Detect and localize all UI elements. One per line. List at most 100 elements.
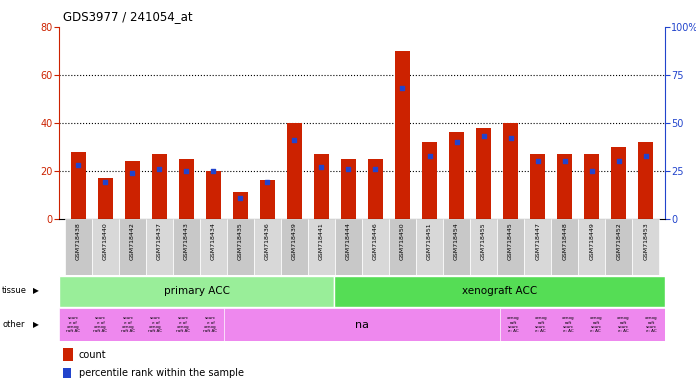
Bar — [476, 127, 491, 219]
Text: GSM718444: GSM718444 — [346, 222, 351, 260]
Text: GSM718442: GSM718442 — [129, 222, 134, 260]
Text: xenog
raft
sourc
e: AC: xenog raft sourc e: AC — [590, 316, 602, 333]
Text: GSM718452: GSM718452 — [616, 222, 622, 260]
Bar — [524, 219, 551, 275]
Text: sourc
e of
xenog
raft AC: sourc e of xenog raft AC — [203, 316, 218, 333]
Text: GSM718451: GSM718451 — [427, 222, 432, 260]
Bar — [503, 123, 518, 219]
Bar — [125, 161, 140, 219]
Text: ▶: ▶ — [33, 320, 39, 329]
Bar — [632, 219, 659, 275]
Text: percentile rank within the sample: percentile rank within the sample — [79, 368, 244, 378]
Text: sourc
e of
xenog
raft AC: sourc e of xenog raft AC — [121, 316, 135, 333]
Text: GSM718449: GSM718449 — [590, 222, 594, 260]
Point — [559, 158, 570, 164]
Text: na: na — [355, 319, 369, 330]
Point — [370, 166, 381, 172]
Point — [207, 168, 219, 174]
Text: xenograft ACC: xenograft ACC — [462, 286, 537, 296]
Bar — [497, 219, 524, 275]
Bar — [443, 219, 470, 275]
Point — [343, 166, 354, 172]
Bar — [584, 154, 599, 219]
Text: GSM718446: GSM718446 — [373, 222, 378, 260]
Bar — [308, 219, 335, 275]
Point — [424, 152, 435, 159]
Point — [127, 170, 138, 176]
Text: sourc
e of
xenog
raft AC: sourc e of xenog raft AC — [66, 316, 80, 333]
Text: GSM718440: GSM718440 — [102, 222, 108, 260]
Bar — [71, 152, 86, 219]
Bar — [416, 219, 443, 275]
Text: xenog
raft
sourc
e: AC: xenog raft sourc e: AC — [535, 316, 547, 333]
Point — [505, 135, 516, 141]
Bar — [200, 219, 227, 275]
Point — [397, 85, 408, 91]
Text: tissue: tissue — [2, 286, 27, 295]
Text: GSM718447: GSM718447 — [535, 222, 540, 260]
Bar — [551, 219, 578, 275]
Point — [100, 179, 111, 185]
Bar — [92, 219, 118, 275]
Bar — [611, 147, 626, 219]
Bar — [341, 159, 356, 219]
Bar — [65, 219, 92, 275]
Text: count: count — [79, 349, 106, 359]
Bar — [530, 154, 545, 219]
Bar — [173, 219, 200, 275]
Point — [316, 164, 327, 170]
Bar — [334, 276, 665, 307]
Point — [72, 162, 84, 168]
Bar — [422, 142, 437, 219]
Point — [235, 195, 246, 201]
Bar — [145, 219, 173, 275]
Point — [451, 139, 462, 145]
Bar — [227, 219, 254, 275]
Bar — [224, 308, 500, 341]
Text: GSM718450: GSM718450 — [400, 222, 405, 260]
Bar — [449, 132, 464, 219]
Text: xenog
raft
sourc
e: AC: xenog raft sourc e: AC — [507, 316, 520, 333]
Bar — [557, 154, 572, 219]
Bar — [59, 276, 334, 307]
Text: GSM718438: GSM718438 — [76, 222, 81, 260]
Text: other: other — [2, 320, 24, 329]
Point — [478, 133, 489, 139]
Text: sourc
e of
xenog
raft AC: sourc e of xenog raft AC — [93, 316, 107, 333]
Bar — [280, 219, 308, 275]
Bar — [638, 142, 653, 219]
Text: GSM718454: GSM718454 — [454, 222, 459, 260]
Point — [181, 168, 192, 174]
Point — [532, 158, 543, 164]
Text: GSM718453: GSM718453 — [643, 222, 648, 260]
Text: GSM718439: GSM718439 — [292, 222, 296, 260]
Text: ▶: ▶ — [33, 286, 39, 295]
Text: GSM718435: GSM718435 — [238, 222, 243, 260]
Point — [154, 166, 165, 172]
Text: GSM718455: GSM718455 — [481, 222, 486, 260]
Text: GSM718448: GSM718448 — [562, 222, 567, 260]
Bar — [63, 368, 71, 378]
Text: GSM718443: GSM718443 — [184, 222, 189, 260]
Bar — [152, 154, 166, 219]
Bar — [254, 219, 280, 275]
Bar — [578, 219, 606, 275]
Bar — [368, 159, 383, 219]
Bar — [179, 159, 193, 219]
Text: sourc
e of
xenog
raft AC: sourc e of xenog raft AC — [148, 316, 163, 333]
Text: xenog
raft
sourc
e: AC: xenog raft sourc e: AC — [644, 316, 657, 333]
Bar — [97, 178, 113, 219]
Point — [262, 179, 273, 185]
Point — [289, 137, 300, 143]
Bar — [606, 219, 632, 275]
Bar — [362, 219, 389, 275]
Text: xenog
raft
sourc
e: AC: xenog raft sourc e: AC — [617, 316, 630, 333]
Bar — [335, 219, 362, 275]
Bar — [470, 219, 497, 275]
Bar — [314, 154, 329, 219]
Text: sourc
e of
xenog
raft AC: sourc e of xenog raft AC — [176, 316, 190, 333]
Text: xenog
raft
sourc
e: AC: xenog raft sourc e: AC — [562, 316, 575, 333]
Bar — [287, 123, 302, 219]
Bar — [389, 219, 416, 275]
Text: GSM718434: GSM718434 — [211, 222, 216, 260]
